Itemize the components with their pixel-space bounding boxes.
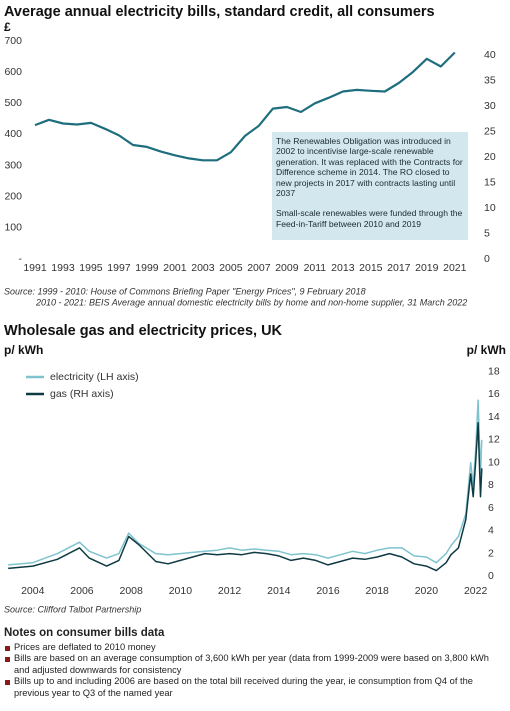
y2-tick-label: 18 bbox=[488, 365, 500, 377]
x-tick-label: 2003 bbox=[191, 262, 215, 274]
y2-tick-label: 2 bbox=[488, 547, 494, 559]
y2-tick-label: 5 bbox=[484, 227, 490, 239]
x-tick-label: 2010 bbox=[169, 585, 193, 597]
series-line bbox=[8, 399, 483, 566]
y-tick-label: 700 bbox=[4, 35, 22, 47]
x-tick-label: 2008 bbox=[119, 585, 143, 597]
annotation-box: The Renewables Obligation was introduced… bbox=[272, 132, 468, 240]
y-tick-label: 500 bbox=[4, 97, 22, 109]
y2-tick-label: 8 bbox=[488, 479, 494, 491]
x-tick-label: 1993 bbox=[51, 262, 75, 274]
x-tick-label: 2019 bbox=[415, 262, 439, 274]
chart-title: Average annual electricity bills, standa… bbox=[4, 4, 435, 20]
y2-tick-label: 6 bbox=[488, 502, 494, 514]
notes: Notes on consumer bills data Prices are … bbox=[4, 627, 506, 700]
y2-tick-label: 14 bbox=[488, 411, 500, 423]
y-tick-label: 400 bbox=[4, 128, 22, 140]
legend-label: electricity (LH axis) bbox=[50, 371, 139, 383]
x-tick-label: 2004 bbox=[21, 585, 45, 597]
x-tick-label: 1991 bbox=[23, 262, 47, 274]
y2-tick-label: 4 bbox=[488, 525, 494, 537]
chart-title: Wholesale gas and electricity prices, UK bbox=[4, 323, 283, 339]
notes-title: Notes on consumer bills data bbox=[4, 627, 165, 639]
x-tick-label: 2006 bbox=[70, 585, 94, 597]
notes-list: Prices are deflated to 2010 money Bills … bbox=[4, 642, 506, 700]
y2-tick-label: 40 bbox=[484, 49, 496, 61]
series-line bbox=[34, 51, 456, 162]
y2-tick-label: 10 bbox=[484, 202, 496, 214]
legend-label: gas (RH axis) bbox=[50, 388, 114, 400]
y-axis-label: p/ kWh bbox=[4, 343, 43, 357]
y2-tick-label: 30 bbox=[484, 100, 496, 112]
y-tick-label: 200 bbox=[4, 190, 22, 202]
y2-tick-label: 20 bbox=[484, 151, 496, 163]
y2-axis-label: p/ kWh bbox=[467, 343, 506, 357]
x-tick-label: 2013 bbox=[331, 262, 355, 274]
y-tick-label: 100 bbox=[4, 222, 22, 234]
annotation: The Renewables Obligation was introduced… bbox=[276, 136, 463, 199]
note: Bills are based on an average consumptio… bbox=[4, 653, 506, 676]
x-tick-label: 2018 bbox=[366, 585, 390, 597]
source: Source: Clifford Talbot Partnership bbox=[4, 604, 141, 614]
x-tick-label: 2016 bbox=[316, 585, 340, 597]
x-tick-label: 2014 bbox=[267, 585, 291, 597]
y2-tick-label: 16 bbox=[488, 388, 500, 400]
x-tick-label: 2017 bbox=[387, 262, 411, 274]
y-tick-label: - bbox=[19, 253, 23, 265]
y-tick-label: 300 bbox=[4, 159, 22, 171]
y2-tick-label: 10 bbox=[488, 456, 500, 468]
x-tick-label: 2011 bbox=[304, 262, 327, 274]
x-tick-label: 1995 bbox=[79, 262, 103, 274]
x-tick-label: 2022 bbox=[464, 585, 488, 597]
x-tick-label: 2009 bbox=[275, 262, 299, 274]
note: Bills up to and including 2006 are based… bbox=[4, 676, 506, 699]
x-tick-label: 2021 bbox=[443, 262, 467, 274]
x-tick-label: 2001 bbox=[163, 262, 187, 274]
source: 2010 - 2021: BEIS Average annual domesti… bbox=[35, 297, 467, 307]
x-tick-label: 2007 bbox=[247, 262, 271, 274]
x-tick-label: 2015 bbox=[359, 262, 383, 274]
source: Source: 1999 - 2010: House of Commons Br… bbox=[4, 286, 366, 296]
x-tick-label: 2020 bbox=[415, 585, 439, 597]
x-tick-label: 1997 bbox=[107, 262, 131, 274]
y-axis-label: £ bbox=[4, 20, 11, 34]
x-tick-label: 2005 bbox=[219, 262, 243, 274]
y2-tick-label: 35 bbox=[484, 75, 496, 87]
y2-tick-label: 0 bbox=[484, 253, 490, 265]
annotation: Small-scale renewables were funded throu… bbox=[276, 208, 463, 229]
y-tick-label: 600 bbox=[4, 66, 22, 78]
y2-tick-label: 0 bbox=[488, 570, 494, 582]
x-tick-label: 2012 bbox=[218, 585, 242, 597]
y2-tick-label: 25 bbox=[484, 125, 496, 137]
x-tick-label: 1999 bbox=[135, 262, 159, 274]
series-line bbox=[8, 422, 483, 572]
note: Prices are deflated to 2010 money bbox=[4, 642, 506, 654]
y2-tick-label: 15 bbox=[484, 176, 496, 188]
y2-tick-label: 12 bbox=[488, 434, 500, 446]
